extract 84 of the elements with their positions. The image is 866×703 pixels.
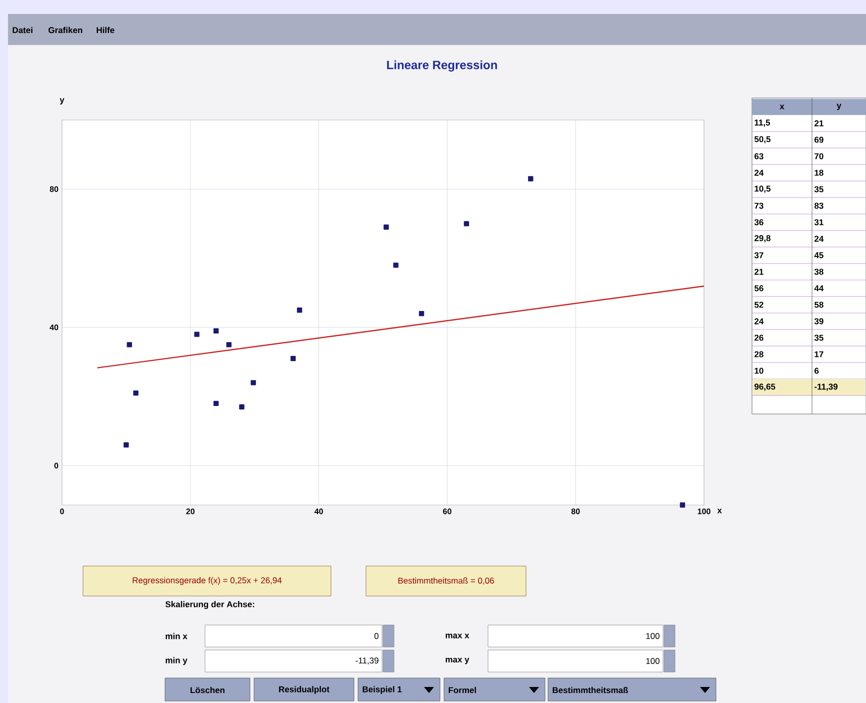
text: 10,5 [754, 186, 771, 193]
text: Datei [12, 26, 32, 34]
point [384, 224, 389, 230]
text: 26 [754, 334, 764, 341]
text: Regressionsgerade f(x) = 0,25x + 26,94 [132, 577, 282, 585]
text: 28 [754, 351, 764, 358]
text: 58 [814, 302, 824, 308]
point [296, 308, 302, 313]
text: min y [166, 657, 188, 665]
text: 24 [754, 318, 764, 324]
text: 31 [814, 219, 824, 226]
text: Beispiel 1 [362, 686, 402, 694]
point [133, 390, 138, 396]
chart-title: Lineare Regression [387, 60, 497, 72]
text: 50,5 [754, 136, 771, 144]
text: 73 [754, 202, 764, 209]
text: max y [446, 658, 470, 664]
x-tick-label: 20 [186, 508, 195, 514]
text: 52 [754, 302, 764, 308]
point [528, 176, 534, 182]
text: 29,8 [754, 235, 770, 242]
point [680, 502, 686, 508]
point [239, 404, 244, 410]
text: -11,39 [356, 657, 378, 665]
text: 45 [814, 252, 824, 258]
point [126, 342, 132, 348]
text: max x [446, 634, 470, 638]
text: 44 [814, 285, 824, 292]
point [393, 262, 398, 268]
text: 6 [814, 368, 819, 374]
text: Formel [448, 686, 476, 694]
text: 35 [814, 334, 824, 341]
text: 18 [814, 170, 824, 176]
x-tick-label: 40 [314, 508, 323, 514]
point [213, 328, 219, 334]
y-tick-label: 80 [50, 186, 58, 192]
text: Residualplot [279, 686, 330, 694]
point [464, 221, 470, 226]
y-axis-title: y [60, 98, 64, 104]
text: 10 [754, 368, 764, 374]
text: Skalierung der Achse: [165, 601, 254, 609]
text: min x [166, 632, 188, 640]
x-tick-label: 80 [571, 508, 580, 514]
text: 100 [646, 658, 660, 664]
text: 21 [814, 120, 824, 126]
text: 70 [814, 153, 824, 160]
text: 56 [754, 285, 764, 292]
y-tick-label: 40 [50, 324, 58, 330]
x-axis-title: x [717, 508, 722, 514]
text: 100 [646, 632, 660, 640]
text: 24 [814, 236, 824, 242]
text: -11,39 [814, 384, 838, 391]
text: 83 [814, 202, 824, 209]
text: Bestimmtheitsmaß [552, 686, 628, 694]
text: 38 [814, 268, 824, 275]
text: 96,65 [754, 384, 776, 391]
point [194, 332, 200, 337]
x-tick-label: 60 [443, 508, 452, 514]
point [418, 310, 424, 316]
text: 24 [754, 170, 764, 176]
text: 39 [814, 318, 824, 324]
text: Grafiken [48, 26, 82, 34]
category-label: y [836, 104, 842, 110]
point [226, 342, 232, 348]
text: Bestimmtheitsmaß = 0,06 [398, 577, 494, 585]
text: Löschen [190, 686, 224, 694]
category-label: x [780, 104, 784, 110]
text: 69 [814, 136, 824, 143]
y-tick-label: 0 [54, 462, 58, 468]
text: 35 [814, 186, 824, 192]
text: 11,5 [754, 120, 770, 127]
x-tick-label: 100 [698, 508, 710, 514]
point [213, 400, 219, 406]
point [124, 442, 129, 448]
text: 0 [374, 632, 378, 640]
text: 37 [754, 252, 764, 258]
text: 36 [754, 219, 764, 226]
text: 21 [754, 268, 764, 275]
text: 63 [754, 153, 764, 160]
point [250, 380, 256, 386]
text: Hilfe [96, 26, 114, 34]
text: 17 [814, 351, 824, 358]
point [290, 356, 296, 362]
x-tick-label: 0 [60, 508, 64, 514]
